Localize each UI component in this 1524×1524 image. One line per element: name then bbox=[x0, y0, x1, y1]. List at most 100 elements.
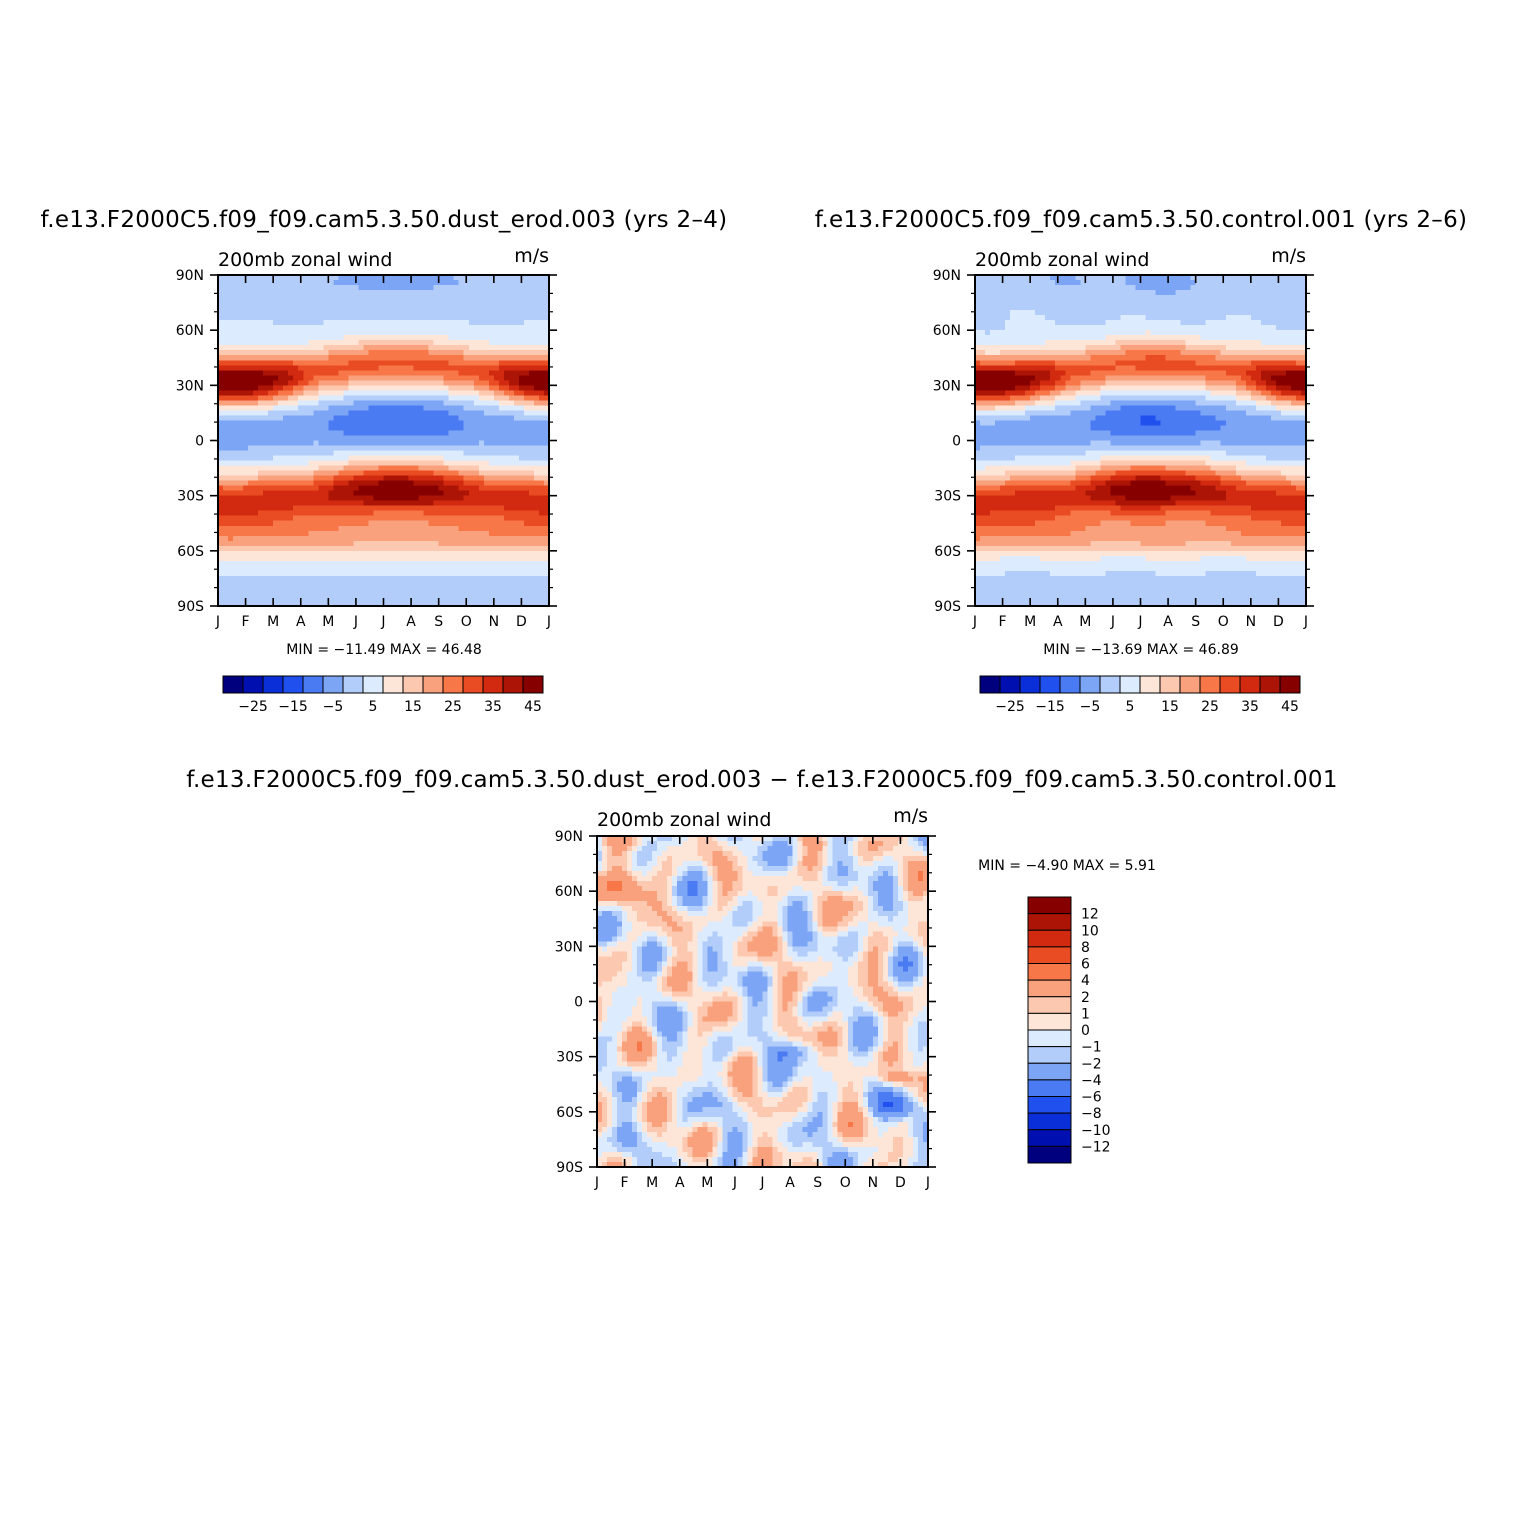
colorbar-label: −1 bbox=[1081, 1040, 1102, 1056]
panel-3-subtitle-left: 200mb zonal wind bbox=[597, 809, 771, 831]
y-tick-label: 90S bbox=[934, 599, 961, 615]
colorbar-label: −5 bbox=[323, 699, 344, 715]
panel-1-title: f.e13.F2000C5.f09_f09.cam5.3.50.dust_ero… bbox=[41, 207, 728, 233]
panel-2-colorbar: −25 −15 −5 5 15 25 35 45 bbox=[979, 675, 1301, 715]
colorbar-swatch bbox=[462, 675, 484, 694]
colorbar-swatch bbox=[262, 675, 284, 694]
colorbar-swatch bbox=[1027, 1112, 1072, 1131]
colorbar-label: 45 bbox=[1281, 699, 1299, 715]
y-tick-label: 30S bbox=[177, 489, 204, 505]
x-tick-label: S bbox=[1191, 614, 1200, 630]
y-tick-label: 30N bbox=[176, 378, 204, 394]
panel-2-subtitle-left: 200mb zonal wind bbox=[975, 249, 1149, 271]
colorbar-swatch bbox=[1027, 996, 1072, 1014]
colorbar-swatch bbox=[1027, 1079, 1072, 1097]
panel-1-min-max: MIN = −11.49 MAX = 46.48 bbox=[286, 642, 482, 658]
y-tick-label: 60N bbox=[555, 884, 583, 900]
colorbar-label: −25 bbox=[238, 699, 268, 715]
colorbar-label: 15 bbox=[404, 699, 422, 715]
colorbar-swatch bbox=[382, 675, 404, 694]
x-tick-label: F bbox=[242, 614, 250, 630]
x-tick-label: J bbox=[380, 614, 385, 630]
panel-2-title: f.e13.F2000C5.f09_f09.cam5.3.50.control.… bbox=[815, 207, 1468, 233]
x-tick-label: M bbox=[646, 1175, 658, 1191]
colorbar-swatch bbox=[1027, 1029, 1072, 1048]
panel-3-title: f.e13.F2000C5.f09_f09.cam5.3.50.dust_ero… bbox=[186, 767, 1338, 793]
colorbar-swatch bbox=[342, 675, 364, 694]
colorbar-label: −10 bbox=[1081, 1123, 1111, 1139]
y-tick-label: 90S bbox=[556, 1160, 583, 1176]
colorbar-swatch bbox=[1027, 963, 1072, 981]
x-tick-label: J bbox=[732, 1175, 737, 1191]
colorbar-label: 4 bbox=[1081, 973, 1090, 989]
colorbar-label: −5 bbox=[1080, 699, 1101, 715]
x-tick-label: J bbox=[594, 1175, 599, 1191]
colorbar-swatch bbox=[502, 675, 524, 694]
colorbar-swatch bbox=[422, 675, 444, 694]
y-tick-label: 90N bbox=[933, 268, 961, 284]
panel-dust-erod: f.e13.F2000C5.f09_f09.cam5.3.50.dust_ero… bbox=[41, 207, 728, 715]
y-tick-label: 30S bbox=[556, 1050, 583, 1066]
colorbar-label: −25 bbox=[995, 699, 1025, 715]
x-tick-label: A bbox=[296, 614, 306, 630]
x-tick-label: M bbox=[267, 614, 279, 630]
x-tick-label: F bbox=[999, 614, 1007, 630]
panel-control: f.e13.F2000C5.f09_f09.cam5.3.50.control.… bbox=[815, 207, 1468, 715]
x-tick-label: J bbox=[1137, 614, 1142, 630]
x-tick-label: N bbox=[868, 1175, 878, 1191]
colorbar-swatch bbox=[242, 675, 264, 694]
x-tick-label: J bbox=[759, 1175, 764, 1191]
y-tick-label: 60N bbox=[176, 323, 204, 339]
colorbar-label: 35 bbox=[1241, 699, 1259, 715]
colorbar-swatch bbox=[1099, 675, 1121, 694]
x-tick-label: A bbox=[675, 1175, 685, 1191]
panel-2-contour-field bbox=[975, 275, 1306, 606]
y-tick-label: 30S bbox=[934, 489, 961, 505]
y-tick-label: 0 bbox=[574, 995, 583, 1011]
x-tick-label: A bbox=[1053, 614, 1063, 630]
colorbar-swatch bbox=[322, 675, 344, 694]
colorbar-swatch bbox=[1027, 979, 1072, 998]
x-tick-label: M bbox=[1079, 614, 1091, 630]
y-tick-label: 60N bbox=[933, 323, 961, 339]
y-tick-label: 60S bbox=[934, 544, 961, 560]
colorbar-swatch bbox=[1027, 896, 1072, 915]
x-tick-label: A bbox=[785, 1175, 795, 1191]
y-tick-label: 60S bbox=[556, 1105, 583, 1121]
x-tick-label: N bbox=[1246, 614, 1256, 630]
colorbar-swatch bbox=[1027, 1096, 1072, 1114]
x-tick-label: D bbox=[1273, 614, 1284, 630]
panel-2-min-max: MIN = −13.69 MAX = 46.89 bbox=[1043, 642, 1239, 658]
x-tick-label: A bbox=[406, 614, 416, 630]
colorbar-swatch bbox=[362, 675, 384, 694]
y-tick-label: 0 bbox=[952, 434, 961, 450]
colorbar-label: 1 bbox=[1081, 1006, 1090, 1022]
panel-1-subtitle-left: 200mb zonal wind bbox=[218, 249, 392, 271]
y-tick-label: 90N bbox=[176, 268, 204, 284]
colorbar-label: 5 bbox=[1126, 699, 1135, 715]
colorbar-label: 10 bbox=[1081, 923, 1099, 939]
x-tick-label: M bbox=[322, 614, 334, 630]
panel-1-contour-field bbox=[218, 275, 549, 606]
x-tick-label: J bbox=[1303, 614, 1308, 630]
panel-3-contour-field bbox=[597, 836, 928, 1167]
colorbar-swatch bbox=[1027, 1145, 1072, 1164]
colorbar-swatch bbox=[1027, 1062, 1072, 1081]
colorbar-swatch bbox=[522, 675, 544, 694]
x-tick-label: J bbox=[1110, 614, 1115, 630]
colorbar-swatch bbox=[1159, 675, 1181, 694]
colorbar-label: 2 bbox=[1081, 990, 1090, 1006]
colorbar-swatch bbox=[1279, 675, 1301, 694]
colorbar-swatch bbox=[999, 675, 1021, 694]
panel-1-colorbar: −25 −15 −5 5 15 25 35 45 bbox=[222, 675, 544, 715]
colorbar-label: 5 bbox=[369, 699, 378, 715]
colorbar-swatch bbox=[302, 675, 324, 694]
colorbar-swatch bbox=[1219, 675, 1241, 694]
x-tick-label: N bbox=[489, 614, 499, 630]
x-tick-label: J bbox=[546, 614, 551, 630]
colorbar-swatch bbox=[1027, 929, 1072, 948]
colorbar-label: 35 bbox=[484, 699, 502, 715]
colorbar-swatch bbox=[442, 675, 464, 694]
colorbar-swatch bbox=[1199, 675, 1221, 694]
